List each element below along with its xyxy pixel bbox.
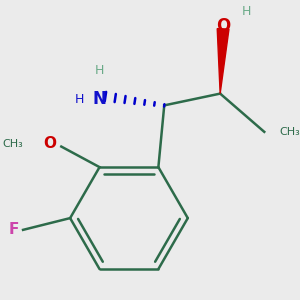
Text: H: H bbox=[74, 93, 84, 106]
Text: O: O bbox=[216, 17, 230, 35]
Polygon shape bbox=[217, 28, 229, 94]
Text: CH₃: CH₃ bbox=[279, 127, 300, 137]
Text: N: N bbox=[93, 91, 106, 109]
Text: CH₃: CH₃ bbox=[2, 139, 23, 148]
Text: H: H bbox=[95, 64, 104, 76]
Text: H: H bbox=[242, 5, 251, 18]
Text: F: F bbox=[9, 222, 20, 237]
Text: O: O bbox=[43, 136, 56, 151]
